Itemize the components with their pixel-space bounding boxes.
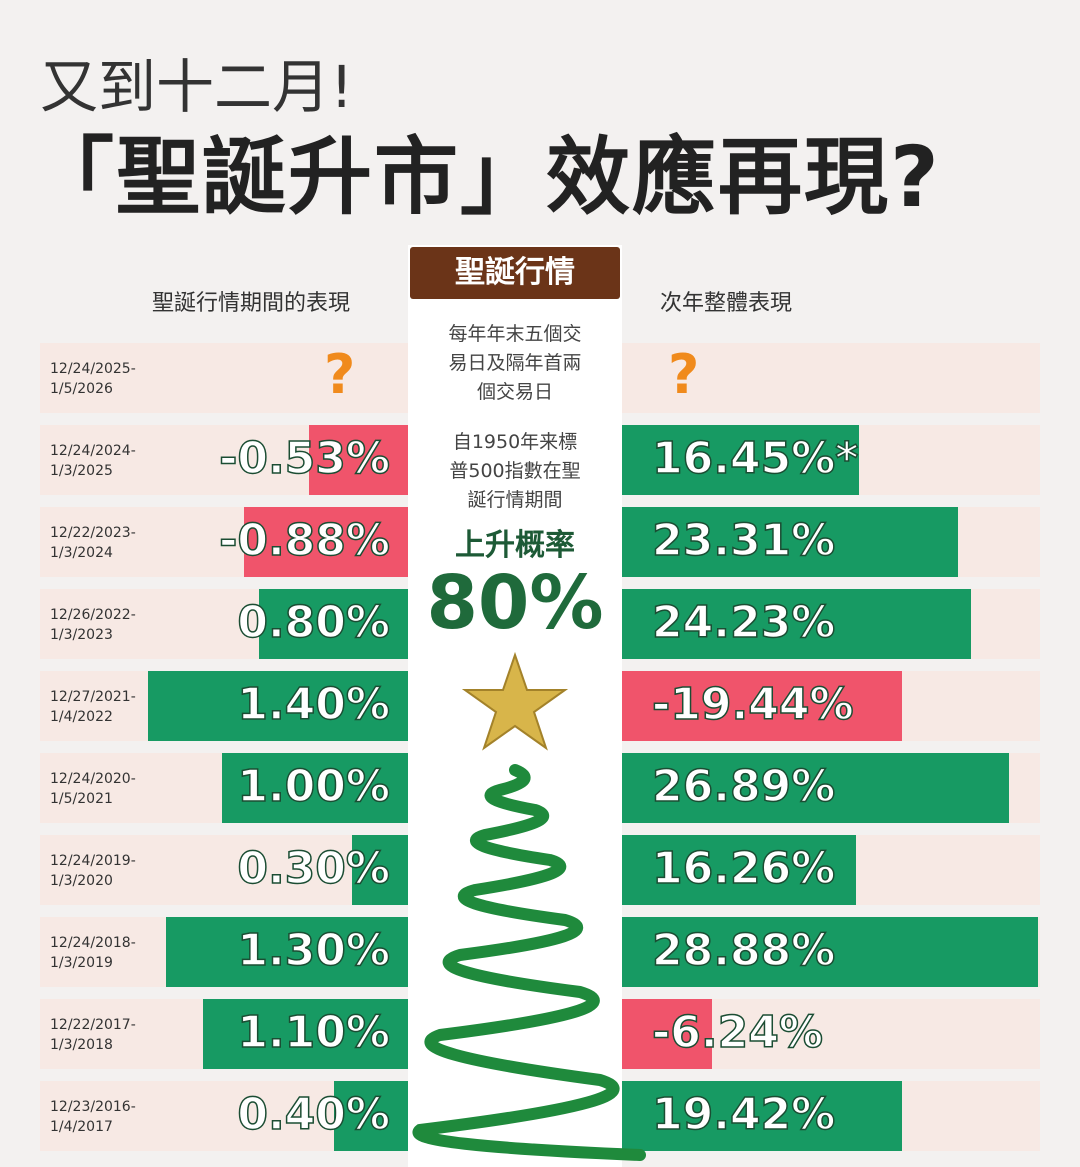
bar xyxy=(622,835,857,905)
bar xyxy=(622,507,958,577)
legend-right: 次年整體表現 xyxy=(660,291,793,316)
bar xyxy=(352,835,408,905)
category-label: 12/22/2023-1/3/2024 xyxy=(50,525,136,561)
value-label: 24.23% xyxy=(651,596,836,649)
legend-left: 聖誕行情期間的表現 xyxy=(152,291,351,316)
tree xyxy=(412,651,646,1161)
bar xyxy=(622,589,971,659)
bar xyxy=(622,671,902,741)
category-label: 12/22/2017-1/3/2018 xyxy=(50,1017,136,1053)
subtitle: 「聖誕升市」效應再現? xyxy=(30,128,941,226)
value-label: 19.42% xyxy=(651,1088,836,1141)
category-label: 12/24/2019-1/3/2020 xyxy=(50,853,136,889)
center-note-2: 自1950年来標普500指數在聖誕行情期間 xyxy=(449,431,581,511)
value-label: 1.40% xyxy=(237,678,391,731)
bar xyxy=(309,425,408,495)
missing-value: ? xyxy=(668,343,700,406)
bar xyxy=(259,589,408,659)
value-label: -0.53% xyxy=(218,432,390,485)
bar xyxy=(622,425,859,495)
category-label: 12/24/2024-1/3/2025 xyxy=(50,443,136,479)
value-label: -19.44% xyxy=(651,678,854,731)
value-label: 1.10% xyxy=(237,1006,391,1059)
value-label: -6.24% xyxy=(651,1006,823,1059)
bar xyxy=(166,917,408,987)
value-label: -0.88% xyxy=(218,514,390,567)
center-stat-label: 上升概率 xyxy=(455,528,575,563)
missing-value: ? xyxy=(324,343,356,406)
value-label: 1.30% xyxy=(237,924,391,977)
category-label: 12/23/2016-1/4/2017 xyxy=(50,1099,136,1135)
value-label: 28.88% xyxy=(651,924,836,977)
bar xyxy=(622,999,712,1069)
value-label: 0.40% xyxy=(237,1088,391,1141)
bar xyxy=(622,917,1038,987)
bar xyxy=(222,753,408,823)
value-label: 0.30% xyxy=(237,842,391,895)
value-label: 16.45%* xyxy=(651,432,859,485)
center-header: 聖誕行情 xyxy=(410,247,620,299)
bar xyxy=(333,1081,408,1151)
value-label: 1.00% xyxy=(237,760,391,813)
bar xyxy=(622,1081,902,1151)
ribbon xyxy=(412,764,646,1161)
tree-ribbon xyxy=(412,764,646,1161)
center-note: 每年年末五個交易日及隔年首兩個交易日 xyxy=(448,323,582,403)
value-label: 16.26% xyxy=(651,842,836,895)
title: 又到十二月! xyxy=(40,53,354,121)
star xyxy=(461,651,569,751)
value-label: 26.89% xyxy=(651,760,836,813)
bar xyxy=(622,753,1010,823)
value-label: 23.31% xyxy=(651,514,836,567)
bar xyxy=(203,999,408,1069)
bar xyxy=(244,507,408,577)
category-label: 12/24/2020-1/5/2021 xyxy=(50,771,136,807)
category-label: 12/26/2022-1/3/2023 xyxy=(50,607,136,643)
bar xyxy=(147,671,408,741)
value-label: 0.80% xyxy=(237,596,391,649)
category-label: 12/27/2021-1/4/2022 xyxy=(50,689,136,725)
center-stat: 80% xyxy=(426,560,604,646)
category-label: 12/24/2025-1/5/2026 xyxy=(50,361,136,397)
category-label: 12/24/2018-1/3/2019 xyxy=(50,935,136,971)
